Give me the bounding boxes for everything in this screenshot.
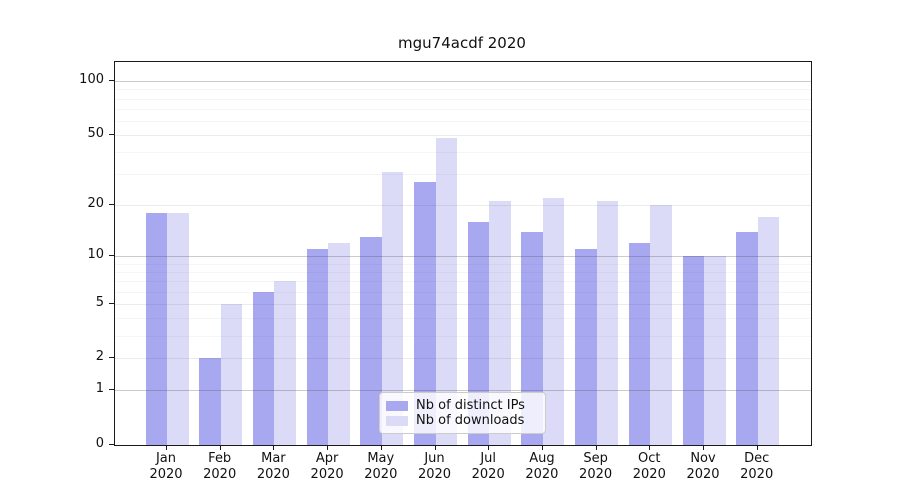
bar-downloads <box>757 217 780 445</box>
bar-downloads <box>596 201 619 445</box>
legend-entry-downloads: Nb of downloads <box>386 413 537 428</box>
x-axis-tick-mark <box>703 445 704 450</box>
x-axis-tick-label: Nov 2020 <box>686 451 720 482</box>
y-axis-tick-mark <box>109 204 114 205</box>
bar-distinct-ips <box>306 249 329 445</box>
bar-downloads <box>542 197 565 445</box>
y-axis-tick-label: 5 <box>95 294 104 310</box>
x-axis-tick-mark <box>380 445 382 450</box>
x-axis-tick-label: May 2020 <box>364 451 398 482</box>
bar-distinct-ips <box>628 242 651 445</box>
x-axis-tick-mark <box>541 445 543 450</box>
x-axis-tick-mark <box>595 445 597 450</box>
legend: Nb of distinct IPs Nb of downloads <box>379 392 546 434</box>
bar-distinct-ips <box>199 358 221 445</box>
y-axis-tick-mark <box>109 389 114 391</box>
bar-distinct-ips <box>736 231 758 445</box>
legend-entry-distinct-ips: Nb of distinct IPs <box>386 398 537 413</box>
y-axis-tick-mark <box>109 80 114 82</box>
y-axis-tick-label: 2 <box>95 349 104 365</box>
x-axis-tick-label: Oct 2020 <box>632 451 666 482</box>
bar-downloads <box>381 171 404 445</box>
bar-distinct-ips <box>414 182 436 445</box>
y-axis-tick-mark <box>109 444 114 445</box>
y-axis-tick-mark <box>109 302 114 304</box>
x-axis-tick-label: Jul 2020 <box>471 451 505 482</box>
bar-distinct-ips <box>252 291 275 445</box>
legend-label-downloads: Nb of downloads <box>416 413 525 428</box>
legend-label-distinct-ips: Nb of distinct IPs <box>416 398 525 413</box>
bar-downloads <box>274 281 296 445</box>
x-axis-tick-label: Dec 2020 <box>740 451 774 482</box>
x-axis-tick-mark <box>219 445 221 450</box>
y-axis-tick-mark <box>109 134 114 136</box>
x-axis-tick-label: Sep 2020 <box>579 451 613 482</box>
bar-distinct-ips <box>575 249 597 445</box>
y-axis-tick-label: 0 <box>95 436 104 451</box>
x-axis-tick-mark <box>166 445 167 450</box>
x-axis-tick-label: Mar 2020 <box>256 451 290 482</box>
y-axis-tick-label: 20 <box>87 196 104 211</box>
bar-downloads <box>489 201 511 445</box>
y-axis-tick-label: 1 <box>95 381 104 397</box>
x-axis-tick-mark <box>273 445 275 450</box>
bars-layer <box>115 62 811 445</box>
legend-swatch-downloads <box>386 415 408 426</box>
x-axis-tick-mark <box>756 445 758 450</box>
x-axis-tick-label: Jan 2020 <box>149 451 183 482</box>
bar-distinct-ips <box>467 221 490 445</box>
bar-distinct-ips <box>360 237 382 445</box>
bar-downloads <box>704 256 726 445</box>
x-axis-tick-mark <box>649 445 651 450</box>
bar-downloads <box>650 205 672 445</box>
x-axis-tick-label: Feb 2020 <box>203 451 237 482</box>
x-axis-tick-label: Apr 2020 <box>310 451 344 482</box>
y-axis-tick-label: 100 <box>79 72 104 88</box>
legend-swatch-distinct-ips <box>386 400 408 411</box>
y-axis-tick-mark <box>109 255 114 256</box>
chart-title: mgu74acdf 2020 <box>398 34 526 52</box>
bar-downloads <box>328 242 350 445</box>
plot-area <box>114 61 812 446</box>
bar-downloads <box>167 212 189 445</box>
x-axis-tick-mark <box>488 445 490 450</box>
bar-downloads <box>435 138 457 445</box>
x-axis-tick-label: Aug 2020 <box>525 451 559 482</box>
bar-downloads <box>220 303 243 445</box>
bar-distinct-ips <box>682 256 704 445</box>
x-axis-tick-mark <box>434 445 436 450</box>
y-axis-tick-label: 50 <box>87 126 104 142</box>
x-axis-tick-mark <box>327 445 329 450</box>
y-axis-tick-mark <box>109 357 114 359</box>
bar-distinct-ips <box>521 231 543 445</box>
x-axis-tick-label: Jun 2020 <box>417 451 452 482</box>
y-axis-tick-label: 10 <box>87 247 104 262</box>
bar-distinct-ips <box>145 212 167 445</box>
